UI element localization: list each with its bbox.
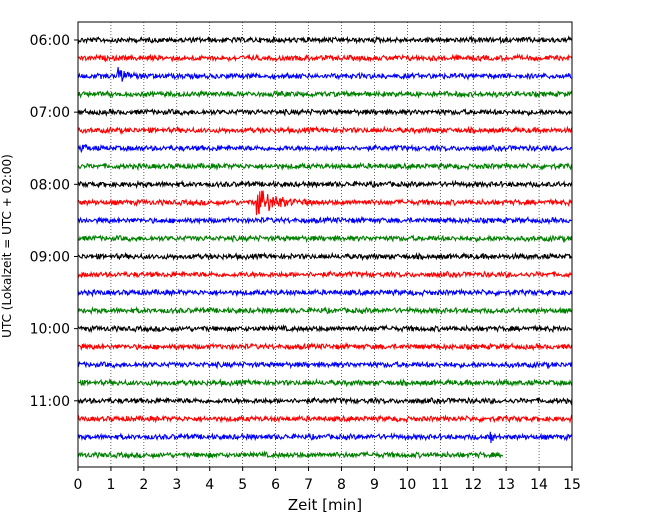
x-tick-label: 2 [139, 477, 148, 493]
y-tick-label: 07:00 [30, 105, 70, 121]
x-tick-label: 9 [370, 477, 379, 493]
x-tick-label: 5 [238, 477, 247, 493]
trace-row-0900 [77, 251, 573, 262]
trace-row-0830 [77, 215, 573, 226]
x-tick-label: 14 [530, 477, 548, 493]
y-axis-label: UTC (Lokalzeit = UTC + 02:00) [0, 154, 14, 338]
trace-row-1045 [78, 377, 573, 388]
x-tick-label: 13 [497, 477, 515, 493]
y-axis: 06:00 07:00 08:00 09:00 10:00 11:00 [30, 33, 78, 410]
x-axis: 0 1 2 3 4 5 6 7 8 9 10 11 12 13 14 15 [74, 467, 581, 493]
trace-row-0715 [77, 125, 573, 135]
trace-row-0730 [77, 143, 573, 154]
trace-row-1145 [77, 450, 504, 460]
x-axis-label: Zeit [min] [288, 496, 362, 514]
trace-row-0745 [77, 161, 573, 172]
trace-row-1015 [77, 341, 573, 352]
x-tick-label: 15 [563, 477, 581, 493]
trace-row-0800 [77, 179, 573, 190]
trace-row-0600 [77, 35, 573, 45]
x-tick-label: 0 [74, 477, 83, 493]
x-tick-label: 11 [431, 477, 449, 493]
y-tick-label: 06:00 [30, 33, 70, 49]
x-tick-label: 7 [304, 477, 313, 493]
trace-row-0845 [77, 234, 573, 244]
x-tick-label: 10 [398, 477, 416, 493]
x-tick-label: 8 [337, 477, 346, 493]
trace-row-0645 [77, 89, 573, 99]
trace-row-1030 [77, 360, 573, 370]
trace-row-1130 [77, 431, 573, 444]
trace-row-0815 [77, 190, 573, 216]
y-tick-label: 09:00 [30, 249, 70, 265]
trace-row-0945 [77, 305, 573, 316]
x-tick-label: 4 [205, 477, 214, 493]
trace-row-0915 [77, 270, 573, 279]
trace-row-0930 [77, 287, 573, 298]
trace-row-0615 [77, 52, 573, 63]
trace-row-1000 [77, 323, 573, 334]
y-tick-label: 10:00 [30, 322, 70, 338]
x-tick-label: 1 [106, 477, 115, 493]
trace-row-1115 [77, 414, 573, 424]
y-tick-label: 11:00 [30, 394, 70, 410]
x-tick-label: 6 [271, 477, 280, 493]
trace-row-1100 [77, 396, 573, 406]
y-tick-label: 08:00 [30, 177, 70, 193]
plot-frame [77, 21, 573, 468]
x-tick-label: 12 [464, 477, 482, 493]
seismic-traces [77, 35, 573, 460]
minute-gridlines [110, 22, 540, 467]
x-tick-label: 3 [172, 477, 181, 493]
trace-row-0700 [77, 107, 573, 117]
trace-row-0630 [77, 67, 573, 82]
